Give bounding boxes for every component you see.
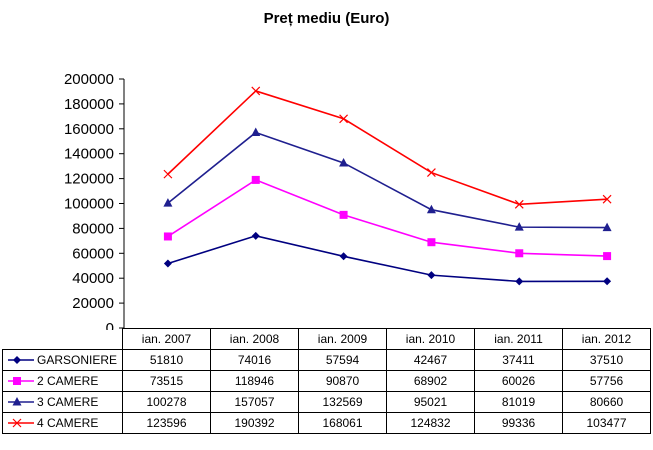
legend-entry: GARSONIERE: [2, 349, 123, 371]
data-point: [251, 231, 260, 240]
data-point: [515, 249, 524, 258]
data-label: 80660: [562, 391, 651, 413]
data-label: 73515: [122, 370, 211, 392]
x-tick-label: ian. 2011: [474, 328, 563, 350]
legend-label: 4 CAMERE: [37, 416, 99, 431]
data-point: [163, 232, 172, 241]
data-label: 81019: [474, 391, 563, 413]
data-point: [603, 277, 612, 286]
data-point: [339, 157, 349, 167]
table-row: 4 CAMERE 123596 190392 168061 124832 99336 103…: [2, 412, 651, 434]
data-label: 99336: [474, 412, 563, 434]
data-label: 37510: [562, 349, 651, 371]
legend-entry: 2 CAMERE: [2, 370, 123, 392]
data-label: 168061: [298, 412, 387, 434]
data-point: [339, 252, 348, 261]
data-label: 57594: [298, 349, 387, 371]
data-label: 100278: [122, 391, 211, 413]
legend-entry: 3 CAMERE: [2, 391, 123, 413]
y-tick-label: 20000: [72, 295, 114, 312]
data-point: [514, 222, 524, 231]
data-point: [602, 194, 612, 204]
x-tick-label: ian. 2007: [122, 328, 211, 350]
data-point: [515, 277, 524, 286]
x-tick-label: ian. 2012: [562, 328, 651, 350]
y-tick-label: 180000: [64, 96, 114, 113]
data-point: [251, 86, 261, 96]
data-label: 157057: [210, 391, 299, 413]
data-label: 74016: [210, 349, 299, 371]
data-point: [339, 114, 349, 124]
table-header-row: ian. 2007 ian. 2008 ian. 2009 ian. 2010 ian.…: [2, 328, 651, 350]
legend-key-marker: [13, 356, 21, 365]
data-label: 57756: [562, 370, 651, 392]
data-point: [251, 127, 261, 136]
legend-label: 2 CAMERE: [37, 374, 99, 389]
y-tick-label: 40000: [72, 270, 114, 287]
legend-key-marker: [12, 418, 22, 428]
y-tick-label: 60000: [72, 245, 114, 262]
data-point: [426, 204, 436, 214]
data-point: [163, 198, 173, 207]
line-chart: 2000001800001600001400001200001000008000…: [64, 71, 612, 330]
y-tick-label: 80000: [72, 220, 114, 237]
data-point: [427, 238, 436, 247]
legend-key-icon: [8, 418, 34, 428]
x-tick-label: ian. 2009: [298, 328, 387, 350]
data-label: 90870: [298, 370, 387, 392]
table-row: GARSONIERE 51810 74016 57594 42467 37411 37510: [2, 349, 651, 371]
data-point: [427, 271, 436, 280]
data-label: 123596: [122, 412, 211, 434]
data-point: [251, 175, 260, 184]
data-label: 95021: [386, 391, 475, 413]
y-tick-label: 140000: [64, 146, 114, 163]
data-label: 118946: [210, 370, 299, 392]
x-tick-label: ian. 2008: [210, 328, 299, 350]
data-point: [603, 252, 612, 261]
data-table: ian. 2007 ian. 2008 ian. 2009 ian. 2010 ian.…: [2, 328, 651, 434]
data-label: 103477: [562, 412, 651, 434]
data-point: [514, 199, 524, 209]
series-line-1: [167, 235, 608, 283]
y-tick-label: 0: [106, 320, 114, 330]
data-label: 68902: [386, 370, 475, 392]
data-label: 124832: [386, 412, 475, 434]
data-point: [602, 222, 612, 232]
table-corner: [2, 328, 123, 350]
data-point: [163, 169, 173, 179]
data-label: 51810: [122, 349, 211, 371]
legend-entry: 4 CAMERE: [2, 412, 123, 434]
data-label: 190392: [210, 412, 299, 434]
data-label: 42467: [386, 349, 475, 371]
data-label: 60026: [474, 370, 563, 392]
legend-label: GARSONIERE: [37, 353, 118, 368]
legend-key-marker: [12, 397, 22, 406]
table-row: 3 CAMERE 100278 157057 132569 95021 81019 8066…: [2, 391, 651, 413]
series-line-3: [167, 131, 608, 229]
legend-key-marker: [13, 377, 21, 386]
data-point: [163, 259, 172, 268]
y-tick-label: 200000: [64, 71, 114, 88]
y-tick-label: 120000: [64, 171, 114, 188]
x-tick-label: ian. 2010: [386, 328, 475, 350]
data-label: 132569: [298, 391, 387, 413]
series-line-4: [167, 90, 608, 206]
y-tick-label: 160000: [64, 121, 114, 138]
data-point: [339, 210, 348, 219]
legend-key-icon: [8, 377, 34, 386]
data-label: 37411: [474, 349, 563, 371]
data-point: [426, 168, 436, 178]
chart-title: Preț mediu (Euro): [263, 10, 390, 27]
legend-label: 3 CAMERE: [37, 395, 99, 410]
y-tick-label: 100000: [64, 196, 114, 213]
legend-key-icon: [8, 356, 34, 365]
legend-key-icon: [8, 397, 34, 406]
table-row: 2 CAMERE 73515 118946 90870 68902 60026 57756: [2, 370, 651, 392]
series-line-2: [167, 179, 608, 257]
